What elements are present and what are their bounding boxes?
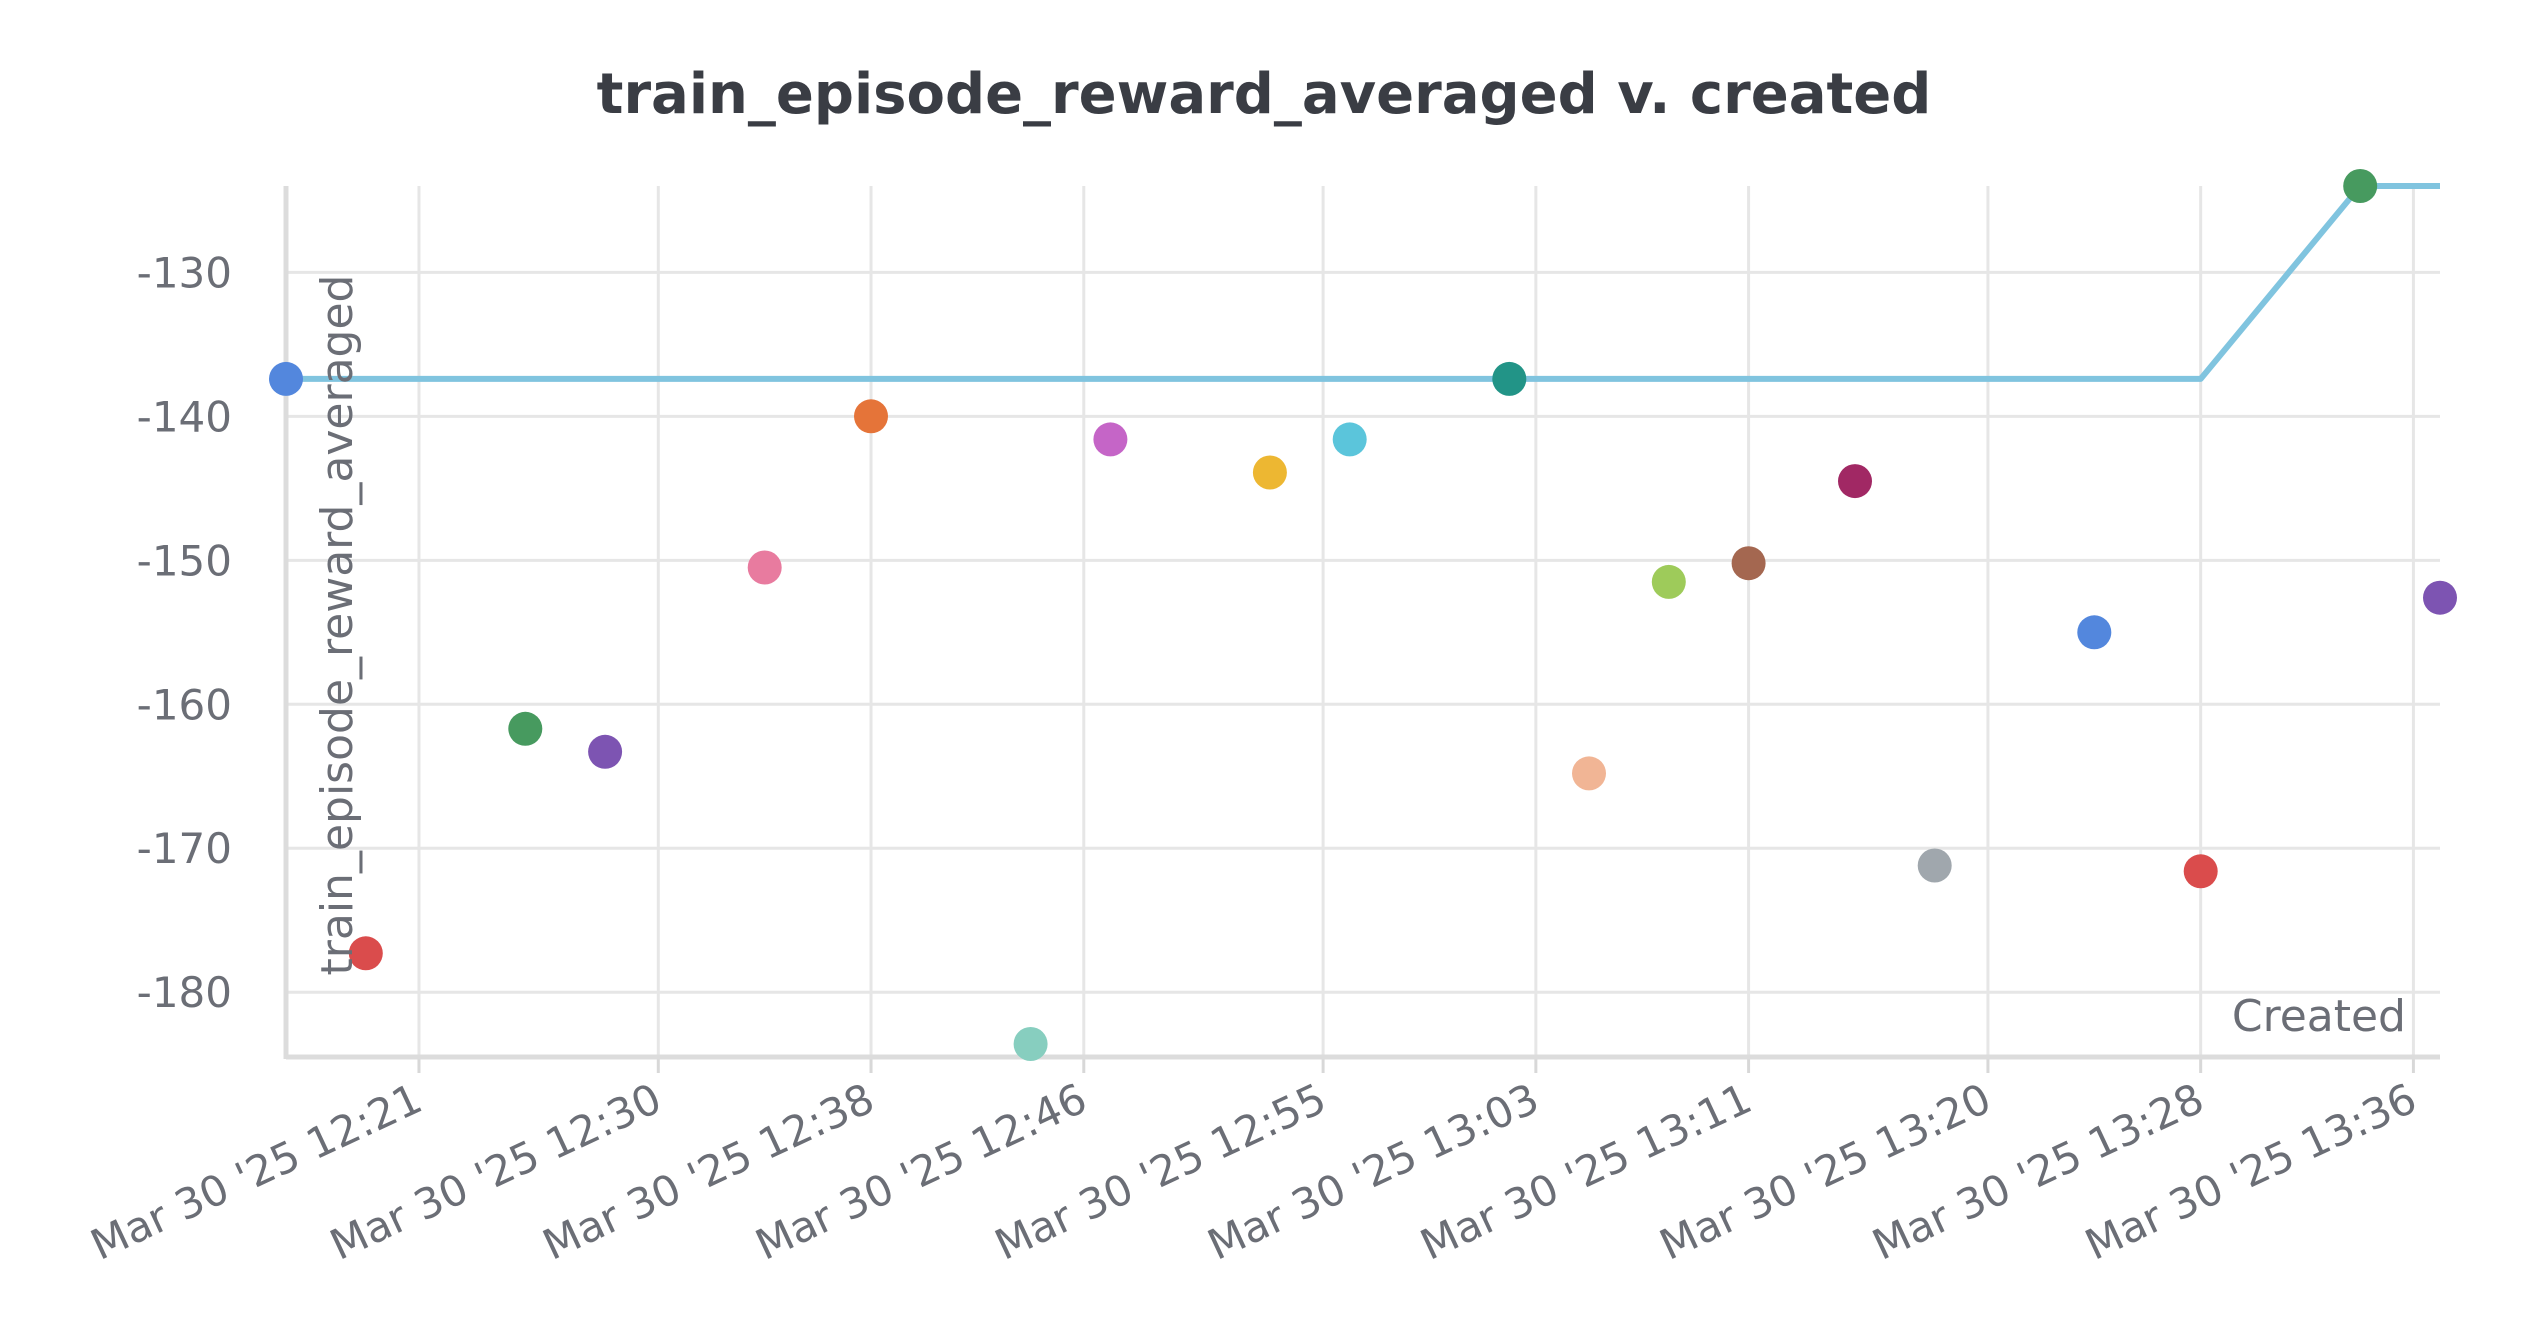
series-line <box>286 183 2440 382</box>
y-tick-label: -150 <box>137 536 232 585</box>
series-lines <box>286 183 2440 382</box>
data-point <box>1917 848 1952 883</box>
y-tick-label: -170 <box>137 824 232 873</box>
y-axis-label: train_episode_reward_averaged <box>312 275 363 976</box>
grid-lines <box>286 186 2440 1057</box>
y-tick-label: -160 <box>137 680 232 729</box>
data-point <box>1093 422 1128 457</box>
data-point <box>2343 169 2378 203</box>
y-tick-label: -180 <box>137 968 232 1017</box>
data-point <box>1731 546 1766 581</box>
x-axis-label: Created <box>2232 991 2406 1042</box>
axes <box>283 186 2440 1073</box>
y-tick-label: -140 <box>137 392 232 441</box>
data-point <box>2077 615 2112 650</box>
data-point <box>1651 564 1686 599</box>
data-point <box>1492 361 1527 396</box>
data-point <box>1332 422 1367 457</box>
data-point <box>2183 854 2218 889</box>
data-point <box>1013 1027 1048 1061</box>
data-point <box>747 550 782 585</box>
data-point <box>348 936 383 971</box>
data-point <box>1252 455 1287 490</box>
data-point <box>508 711 543 746</box>
series-points <box>269 169 2457 1061</box>
data-point <box>588 734 623 769</box>
data-point <box>269 361 303 396</box>
chart-title: train_episode_reward_averaged v. created <box>596 62 1932 127</box>
y-tick-label: -130 <box>137 248 232 297</box>
data-point <box>2423 580 2457 615</box>
data-point <box>1838 464 1872 499</box>
data-point <box>1572 756 1606 791</box>
data-point <box>854 399 888 434</box>
y-tick-labels: -130 -140 -150 -160 -170 -180 <box>137 248 232 1017</box>
